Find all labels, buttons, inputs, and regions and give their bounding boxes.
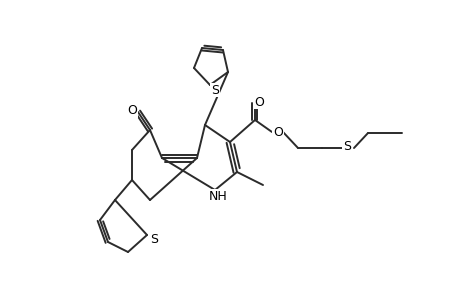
Text: O: O bbox=[253, 95, 263, 109]
Text: O: O bbox=[273, 125, 282, 139]
Text: NH: NH bbox=[208, 190, 227, 202]
Text: S: S bbox=[211, 83, 218, 97]
Text: S: S bbox=[150, 233, 157, 247]
Text: O: O bbox=[127, 104, 137, 118]
Text: S: S bbox=[342, 140, 350, 154]
